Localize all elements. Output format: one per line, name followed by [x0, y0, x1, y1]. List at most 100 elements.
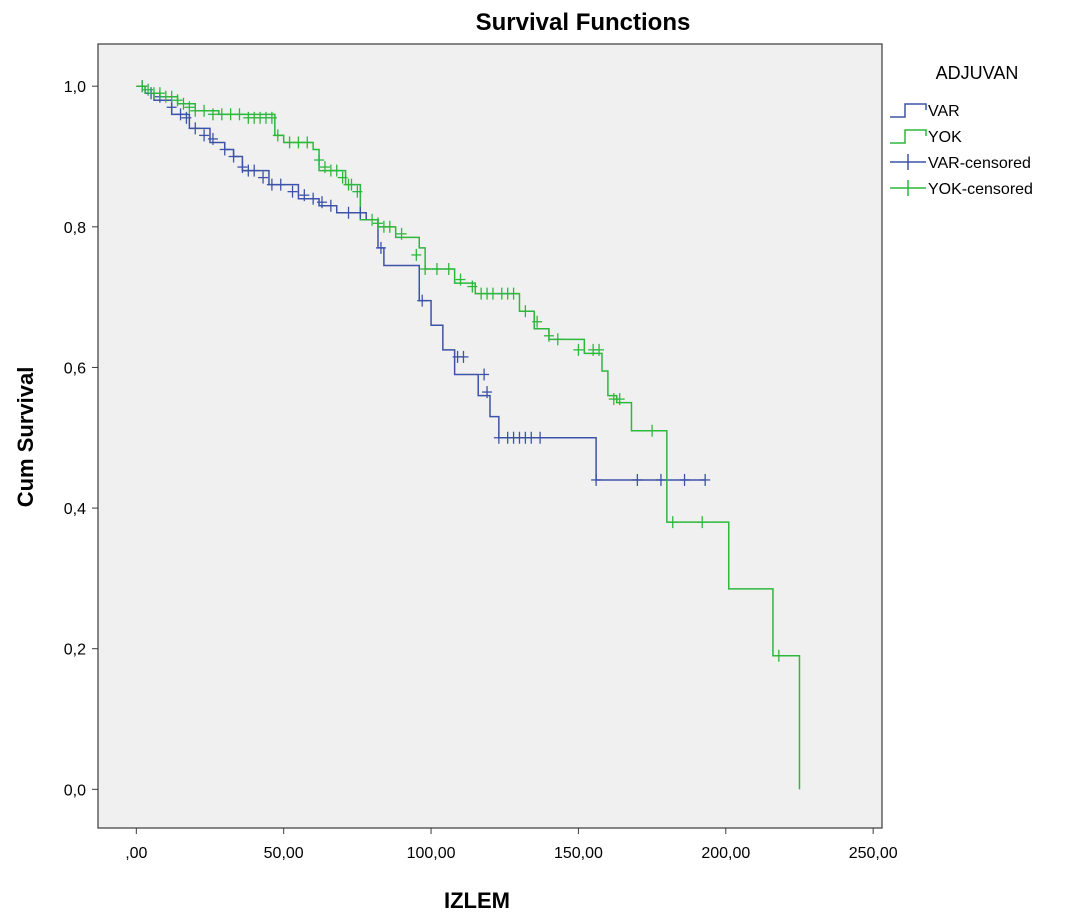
censor-mark-var-censored [287, 185, 298, 198]
censor-mark-yok-censored [411, 248, 422, 261]
censor-mark-var-censored [199, 129, 210, 142]
censor-mark-var-censored [219, 143, 230, 156]
censor-mark-var-censored [308, 192, 319, 205]
legend-title: ADJUVAN [936, 63, 1019, 83]
censor-mark-var-censored [190, 122, 201, 135]
censor-mark-var-censored [679, 473, 690, 486]
censor-mark-yok-censored [166, 90, 177, 103]
x-axis-title: IZLEM [444, 888, 510, 913]
censor-mark-var-censored [249, 164, 260, 177]
legend-label: YOK-censored [928, 181, 1033, 198]
censor-mark-var-censored [482, 386, 493, 399]
legend-item-yok: YOK [890, 129, 962, 146]
censor-mark-yok-censored [594, 343, 605, 356]
censor-mark-var-censored [266, 178, 277, 191]
censor-mark-yok-censored [520, 305, 531, 318]
censor-mark-yok-censored [396, 227, 407, 240]
legend-label: VAR [928, 103, 960, 120]
censor-mark-yok-censored [184, 101, 195, 114]
legend: ADJUVAN VAR YOK VAR-censored YOK-censored [890, 63, 1033, 198]
legend-swatch-step [890, 103, 927, 118]
censor-mark-var-censored [375, 241, 386, 254]
legend-label: VAR-censored [928, 155, 1031, 172]
censor-mark-yok-censored [532, 315, 543, 328]
legend-swatch-step [890, 129, 927, 144]
y-axis: 0,0 0,2 0,4 0,6 0,8 1,0 [64, 79, 98, 799]
censor-mark-yok-censored [154, 87, 165, 100]
plot-series-layer [136, 85, 801, 790]
censor-mark-yok-censored [337, 171, 348, 184]
censor-mark-yok-censored [319, 161, 330, 174]
censor-mark-var-censored [591, 473, 602, 486]
y-tick-label: 0,6 [64, 360, 86, 377]
censor-mark-yok-censored [543, 329, 554, 342]
censor-mark-yok-censored [443, 263, 454, 276]
censor-mark-yok-censored [266, 111, 277, 124]
censor-mark-var-censored [355, 206, 366, 219]
censor-mark-yok-censored [431, 263, 442, 276]
censor-mark-yok-censored [455, 273, 466, 286]
x-tick-label: 150,00 [554, 845, 603, 862]
censor-mark-yok-censored [384, 220, 395, 233]
censor-mark-yok-censored [314, 154, 325, 167]
censor-mark-var-censored [655, 473, 666, 486]
y-tick-label: 1,0 [64, 79, 86, 96]
censor-mark-var-censored [166, 101, 177, 114]
y-tick-label: 0,4 [64, 501, 86, 518]
censor-mark-yok-censored [178, 97, 189, 110]
censor-mark-var-censored [237, 161, 248, 174]
x-tick-label: 100,00 [407, 845, 456, 862]
censor-mark-yok-censored [272, 129, 283, 142]
censor-mark-yok-censored [487, 287, 498, 300]
censor-mark-yok-censored [647, 424, 658, 437]
censor-mark-yok-censored [143, 83, 154, 96]
x-tick-label: 50,00 [264, 845, 304, 862]
censor-mark-yok-censored [352, 185, 363, 198]
censor-mark-yok-censored [773, 649, 784, 662]
legend-item-var: VAR [890, 103, 960, 120]
x-tick-label: ,00 [125, 845, 147, 862]
censor-mark-yok-censored [284, 136, 295, 149]
censor-mark-yok-censored [667, 516, 678, 529]
censor-mark-var-censored [343, 206, 354, 219]
censor-mark-var-censored [632, 473, 643, 486]
censor-mark-var-censored [299, 189, 310, 202]
censor-mark-yok-censored [697, 516, 708, 529]
censor-mark-yok-censored [234, 108, 245, 121]
censor-mark-yok-censored [172, 94, 183, 107]
censor-mark-var-censored [175, 108, 186, 121]
censor-mark-yok-censored [508, 287, 519, 300]
plot-censor-layer [137, 80, 784, 662]
censor-mark-var-censored [417, 294, 428, 307]
legend-item-var-censored: VAR-censored [890, 154, 1031, 172]
censor-mark-var-censored [700, 473, 711, 486]
censor-mark-yok-censored [331, 164, 342, 177]
censor-mark-yok-censored [573, 343, 584, 356]
censor-mark-var-censored [317, 196, 327, 209]
censor-mark-yok-censored [373, 217, 383, 230]
censor-mark-yok-censored [199, 104, 210, 117]
censor-mark-yok-censored [367, 213, 378, 226]
censor-mark-var-censored [526, 431, 537, 444]
censor-mark-yok-censored [225, 108, 236, 121]
censor-mark-yok-censored [614, 393, 625, 406]
censor-mark-var-censored [535, 431, 546, 444]
censor-mark-var-censored [458, 350, 469, 363]
censor-mark-yok-censored [420, 263, 431, 276]
censor-mark-yok-censored [467, 280, 478, 293]
censor-mark-var-censored [325, 199, 336, 212]
censor-mark-var-censored [207, 132, 218, 145]
y-axis-title: Cum Survival [13, 367, 38, 508]
y-tick-label: 0,0 [64, 782, 86, 799]
plot-area [97, 43, 883, 829]
censor-mark-yok-censored [216, 108, 227, 121]
x-axis: ,00 50,00 100,00 150,00 200,00 250,00 [125, 828, 898, 862]
censor-mark-yok-censored [302, 136, 313, 149]
censor-mark-var-censored [228, 150, 239, 163]
censor-mark-yok-censored [346, 178, 357, 191]
legend-item-yok-censored: YOK-censored [890, 180, 1033, 198]
censor-mark-yok-censored [293, 136, 304, 149]
x-tick-label: 250,00 [849, 845, 898, 862]
censor-mark-var-censored [493, 431, 504, 444]
censor-mark-var-censored [181, 111, 192, 124]
